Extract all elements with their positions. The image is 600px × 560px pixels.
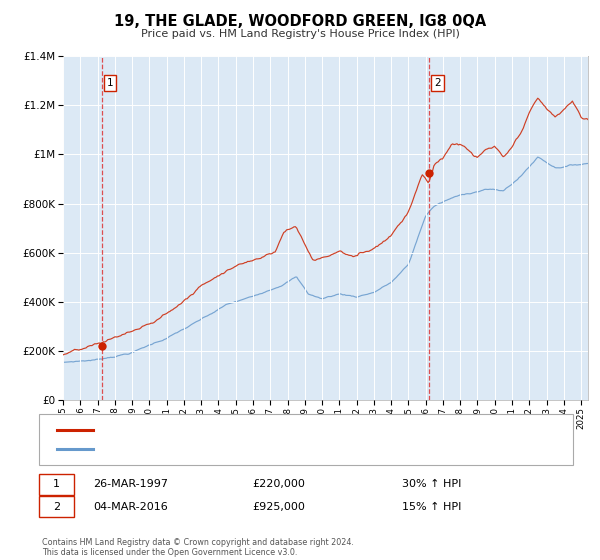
Text: 1: 1 [107, 78, 113, 88]
Text: Price paid vs. HM Land Registry's House Price Index (HPI): Price paid vs. HM Land Registry's House … [140, 29, 460, 39]
Text: £925,000: £925,000 [252, 502, 305, 512]
Text: 19, THE GLADE, WOODFORD GREEN, IG8 0QA (detached house): 19, THE GLADE, WOODFORD GREEN, IG8 0QA (… [99, 424, 419, 435]
Text: 1: 1 [53, 479, 60, 489]
Text: 26-MAR-1997: 26-MAR-1997 [93, 479, 168, 489]
Text: 19, THE GLADE, WOODFORD GREEN, IG8 0QA: 19, THE GLADE, WOODFORD GREEN, IG8 0QA [114, 14, 486, 29]
Text: 15% ↑ HPI: 15% ↑ HPI [402, 502, 461, 512]
Text: £220,000: £220,000 [252, 479, 305, 489]
Text: Contains HM Land Registry data © Crown copyright and database right 2024.
This d: Contains HM Land Registry data © Crown c… [42, 538, 354, 557]
Text: 2: 2 [53, 502, 60, 512]
Text: HPI: Average price, detached house, Redbridge: HPI: Average price, detached house, Redb… [99, 445, 334, 455]
Text: 2: 2 [434, 78, 440, 88]
Text: 04-MAR-2016: 04-MAR-2016 [93, 502, 168, 512]
Text: 30% ↑ HPI: 30% ↑ HPI [402, 479, 461, 489]
